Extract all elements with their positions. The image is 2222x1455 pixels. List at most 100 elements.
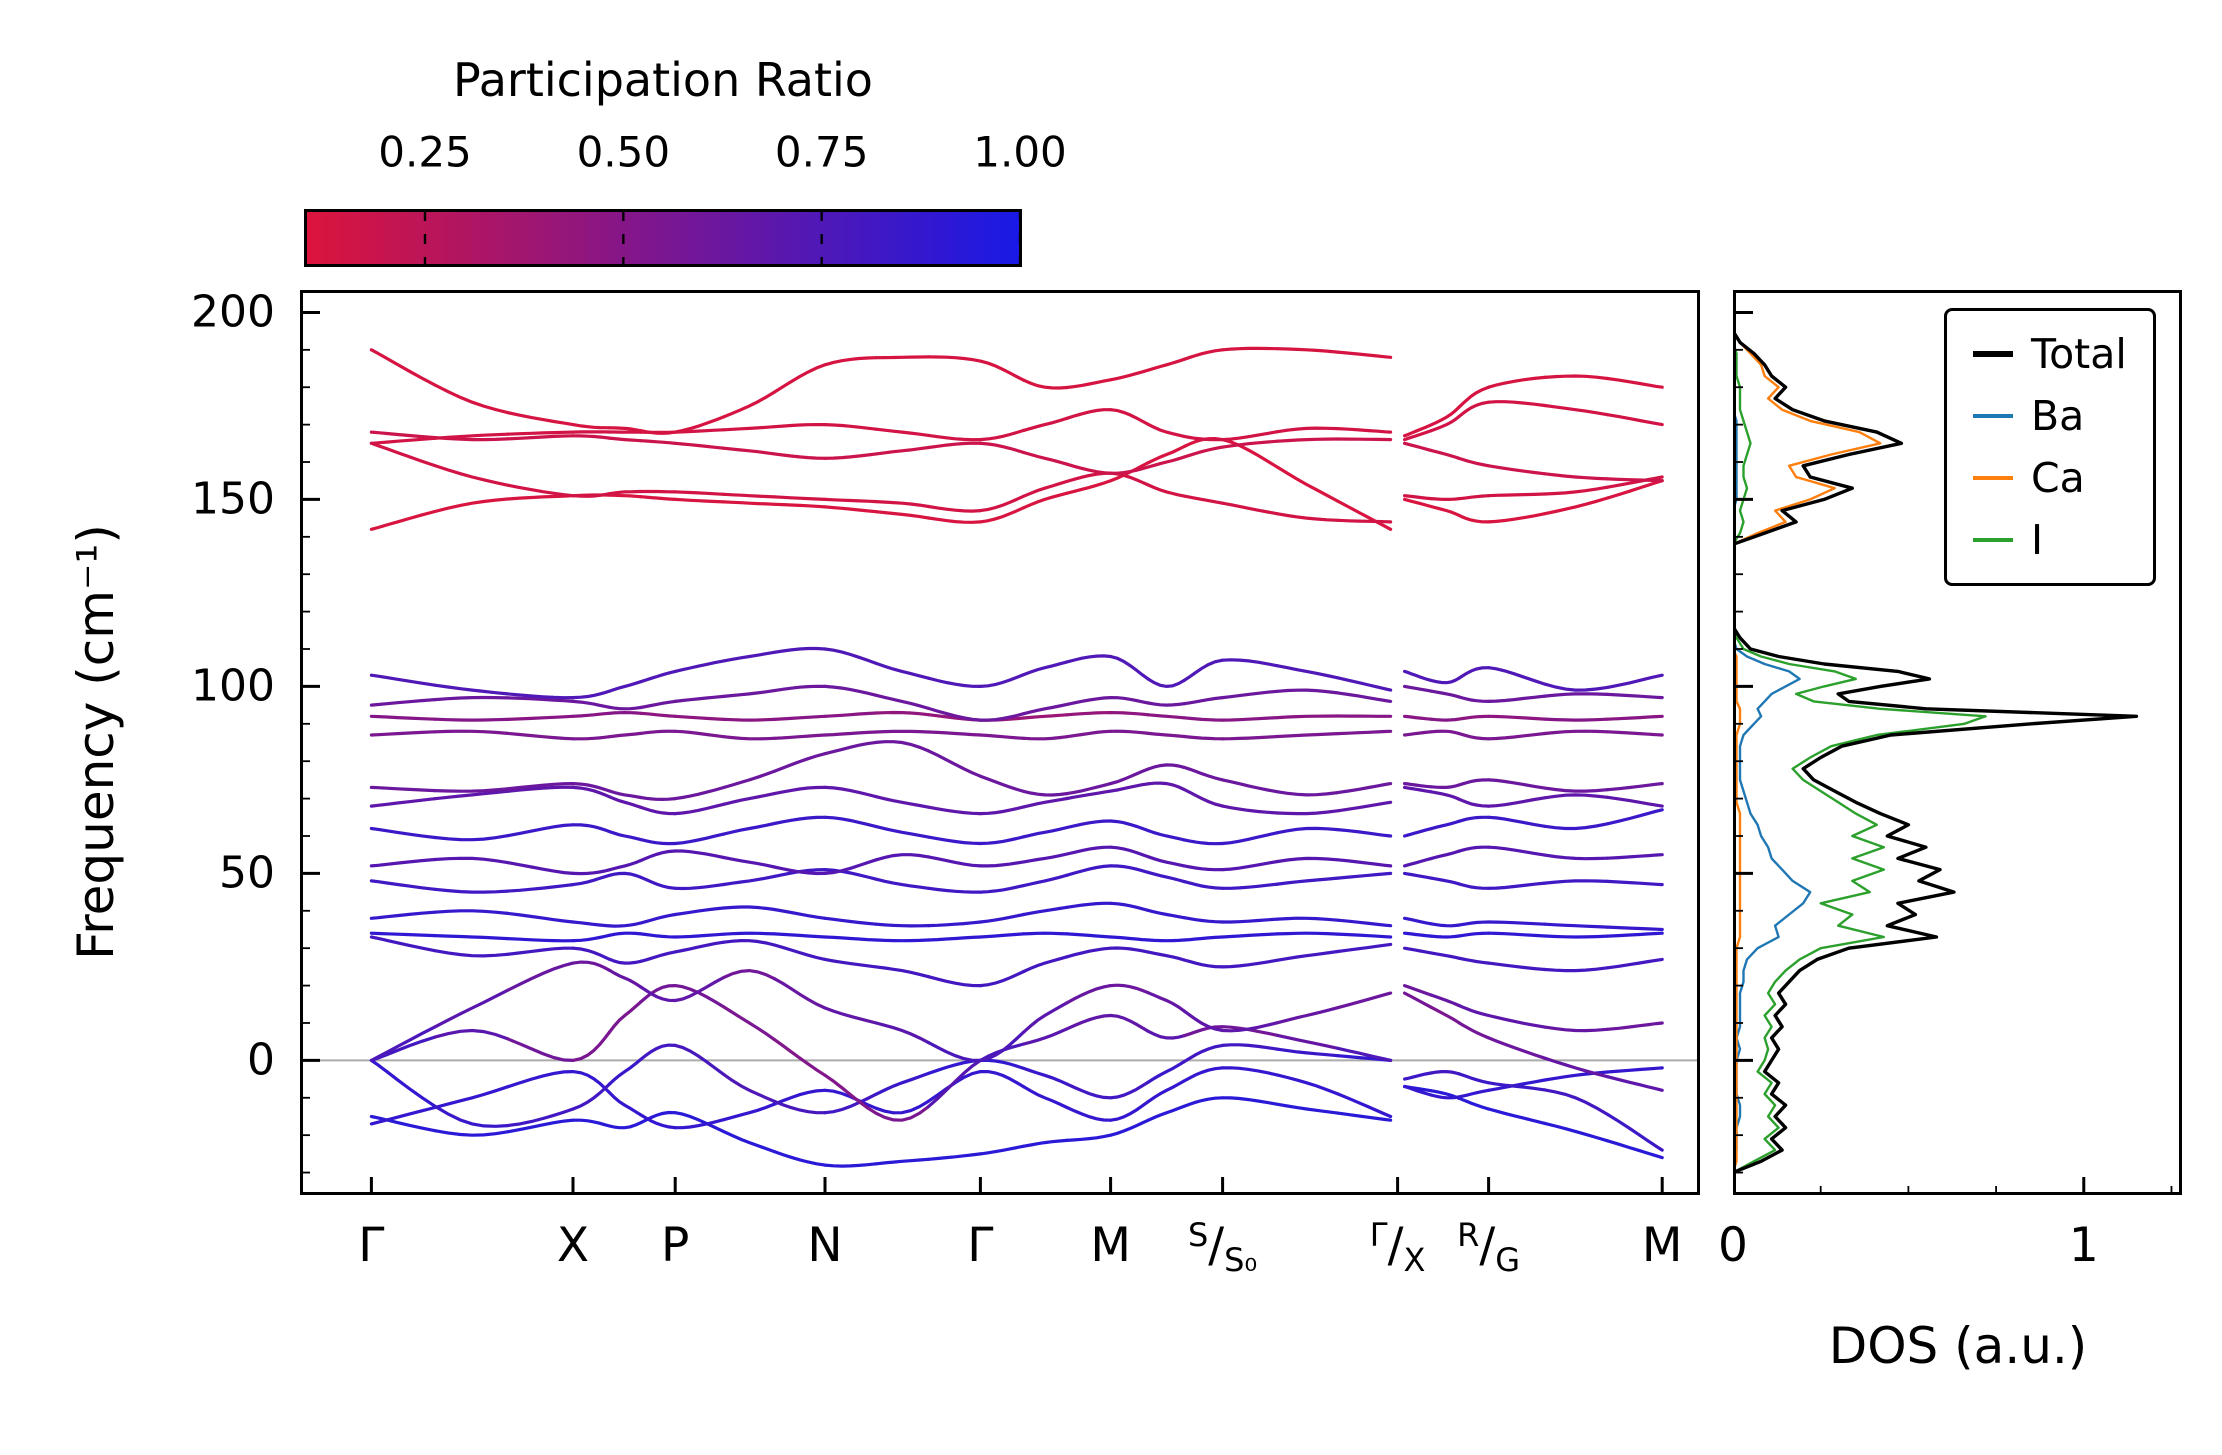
k-point-label: X [556, 1218, 590, 1273]
band-path [1543, 793, 1610, 800]
band-path [1336, 1111, 1393, 1122]
band-path [1403, 669, 1433, 682]
band-path [1457, 1072, 1491, 1085]
band-path [1457, 1003, 1491, 1018]
band-path [433, 787, 510, 793]
band-path [1457, 1088, 1491, 1099]
band-path [1336, 729, 1393, 736]
legend-line-i [1973, 538, 2013, 542]
band-path [1221, 439, 1280, 449]
band-path [1403, 916, 1433, 926]
dos-axes-border [1733, 290, 2182, 1195]
band-path [639, 849, 677, 863]
band-path [433, 683, 510, 696]
band-path [1605, 1066, 1664, 1074]
y-axis-label: Frequency (cm⁻¹) [67, 524, 125, 960]
colorbar-tick-label: 0.75 [774, 127, 869, 177]
band-path [1182, 434, 1225, 442]
band-path [1336, 858, 1393, 868]
band-path [1182, 696, 1225, 706]
band-path [506, 937, 575, 943]
band-path [1022, 873, 1069, 888]
band-path [1605, 879, 1664, 887]
band-path [722, 1072, 776, 1103]
band-path [1109, 696, 1150, 705]
band-path [1605, 853, 1664, 860]
band-path [369, 826, 437, 840]
band-path [369, 935, 437, 953]
band-path [433, 834, 510, 842]
band-path [1065, 946, 1113, 959]
band-path [874, 853, 931, 862]
band-path [1146, 781, 1186, 792]
band-path [1336, 437, 1393, 442]
dos-curve-total [1733, 330, 2139, 1175]
band-path [1276, 714, 1340, 720]
band-path [1457, 1096, 1491, 1111]
band-path [1403, 730, 1433, 737]
band-path [1543, 822, 1610, 831]
band-path [607, 931, 643, 937]
band-path [639, 429, 677, 435]
band-path [1336, 427, 1393, 434]
band-path [1065, 1133, 1113, 1142]
band-path [1403, 871, 1433, 880]
band-path [673, 975, 726, 1003]
band-path [1457, 714, 1491, 721]
y-tick-label: 150 [191, 473, 275, 525]
band-path [1221, 831, 1280, 846]
band-path [1605, 376, 1664, 389]
band-path [1487, 714, 1547, 721]
band-path [506, 1107, 575, 1128]
band-path [1429, 504, 1461, 517]
band-path [1146, 855, 1186, 868]
band-path [1146, 829, 1186, 842]
band-path [1022, 825, 1069, 839]
band-path [1221, 430, 1280, 442]
band-path [1276, 688, 1340, 695]
band-path [1457, 731, 1491, 741]
band-path [978, 428, 1026, 442]
band-path [1543, 922, 1610, 929]
band-path [433, 1129, 510, 1137]
band-path [571, 873, 612, 887]
legend-label: Total [2031, 330, 2127, 378]
band-path [823, 356, 878, 367]
band-path [607, 858, 643, 872]
band-path [1403, 782, 1433, 789]
band-path [926, 975, 982, 988]
band-path [722, 905, 776, 912]
band-path [926, 676, 982, 688]
band-path [1403, 684, 1433, 693]
band-path [874, 1099, 931, 1115]
band-path [823, 1006, 878, 1025]
k-point-label: R/G [1457, 1216, 1521, 1279]
band-path [1182, 958, 1225, 969]
band-path [571, 1082, 612, 1111]
band-path [1403, 827, 1433, 838]
band-path [1429, 676, 1461, 685]
band-path [639, 729, 677, 735]
band-path [1022, 713, 1069, 720]
band-path [571, 785, 612, 799]
band-path [571, 868, 612, 876]
band-path [1109, 901, 1150, 912]
band-path [874, 877, 931, 890]
band-path [823, 647, 878, 665]
band-path [1022, 1066, 1069, 1086]
band-path [1429, 922, 1461, 928]
band-path [874, 965, 931, 979]
band-path [506, 961, 575, 992]
band-path [571, 434, 612, 440]
band-path [1429, 876, 1461, 886]
band-path [369, 730, 437, 737]
band-path [639, 1043, 677, 1061]
band-path [772, 1088, 827, 1106]
band-path [1605, 1021, 1664, 1031]
band-path [978, 969, 1026, 988]
band-path [607, 1000, 643, 1034]
band-path [1457, 920, 1491, 927]
legend-label: I [2031, 516, 2044, 564]
band-path [1487, 731, 1547, 741]
band-path [571, 1118, 612, 1128]
